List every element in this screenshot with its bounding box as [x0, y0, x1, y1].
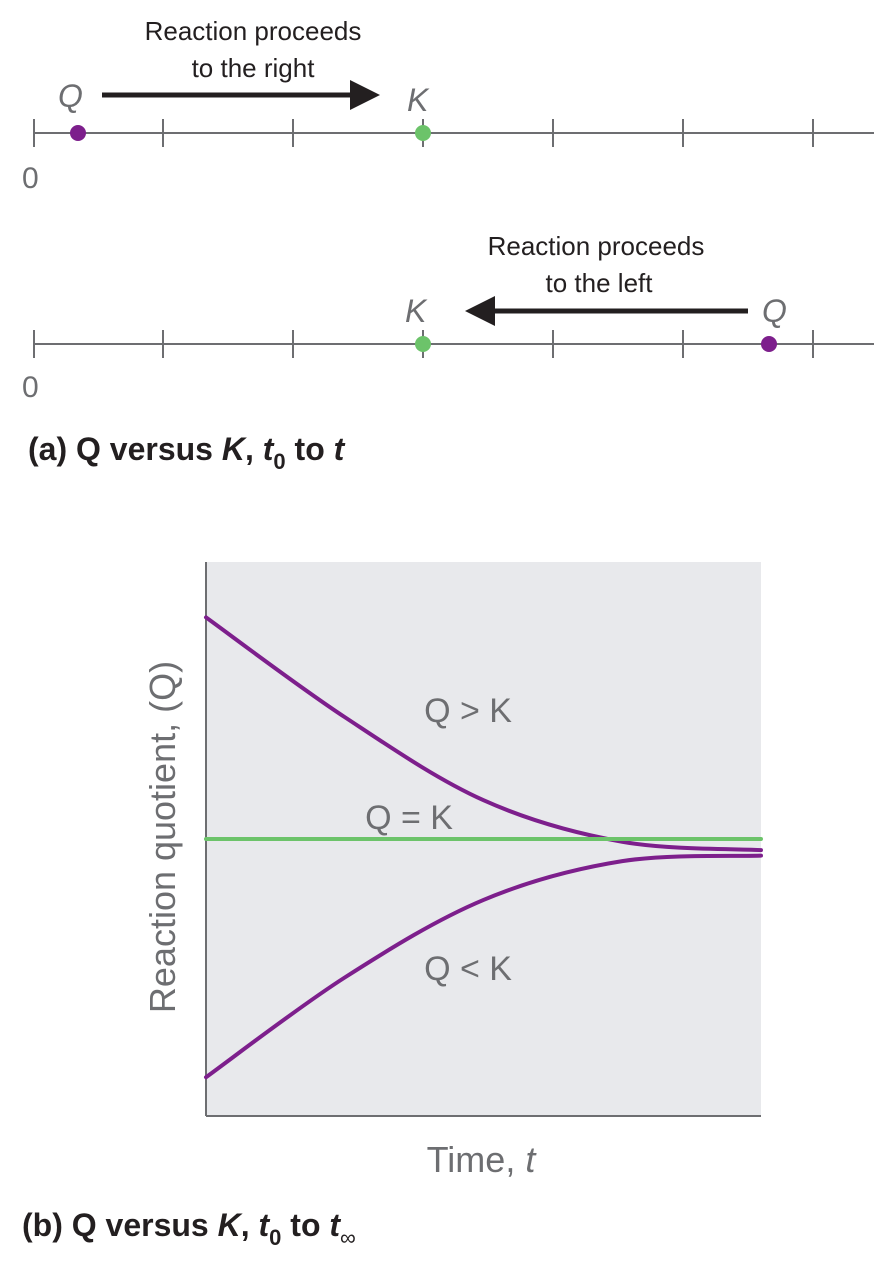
zero-label-top: 0: [22, 162, 39, 195]
label-q-eq-k: Q = K: [365, 799, 453, 837]
caption-b-sub0: 0: [269, 1225, 281, 1250]
caption-b-comma: ,: [241, 1207, 259, 1243]
x-axis-label-t: t: [525, 1139, 537, 1180]
y-axis-label: Reaction quotient, (Q): [142, 661, 183, 1013]
k-label-top: K: [407, 82, 430, 118]
chart-b: Q > K Q = K Q < K Reaction quotient, (Q)…: [142, 562, 763, 1180]
zero-label-bottom: 0: [22, 371, 39, 404]
arrow-right-label-line2: to the right: [192, 53, 316, 83]
k-point-bottom: [415, 336, 431, 352]
arrow-right-label-line1: Reaction proceeds: [145, 16, 362, 46]
caption-b-t: t: [259, 1207, 271, 1243]
series-line-q-lt-k: [204, 853, 763, 1080]
q-label-bottom: Q: [762, 293, 787, 329]
caption-a-t-end: t: [334, 431, 346, 467]
caption-b: (b) Q versus K, t0 to t∞: [22, 1207, 356, 1250]
q-point-top: [70, 125, 86, 141]
number-line-bottom: 0 K Q Reaction proceeds to the left: [22, 231, 874, 404]
arrow-left-label-line2: to the left: [546, 268, 654, 298]
caption-a-comma: ,: [245, 431, 263, 467]
label-q-gt-k: Q > K: [424, 692, 512, 730]
q-point-bottom: [761, 336, 777, 352]
series-line-q-gt-k: [204, 615, 763, 853]
caption-a-sub0: 0: [273, 449, 285, 474]
q-label-top: Q: [58, 78, 83, 114]
arrow-left-label-line1: Reaction proceeds: [488, 231, 705, 261]
caption-a-to: to: [286, 431, 334, 467]
number-line-top: 0 Q K Reaction proceeds to the right: [22, 16, 874, 195]
caption-b-k: K: [218, 1207, 244, 1243]
caption-a: (a) Q versus K, t0 to t: [28, 431, 346, 474]
caption-a-t: t: [263, 431, 275, 467]
caption-a-k: K: [222, 431, 248, 467]
caption-b-t-end: t: [329, 1207, 341, 1243]
series-layer: [204, 615, 763, 1080]
caption-a-prefix: (a) Q versus: [28, 431, 222, 467]
x-axis-label-prefix: Time,: [427, 1139, 526, 1180]
caption-b-sub-inf: ∞: [340, 1225, 356, 1250]
caption-b-to: to: [281, 1207, 329, 1243]
x-axis-label: Time, t: [427, 1139, 538, 1180]
caption-b-prefix: (b) Q versus: [22, 1207, 218, 1243]
label-q-lt-k: Q < K: [424, 950, 512, 988]
k-point-top: [415, 125, 431, 141]
k-label-bottom: K: [405, 293, 428, 329]
